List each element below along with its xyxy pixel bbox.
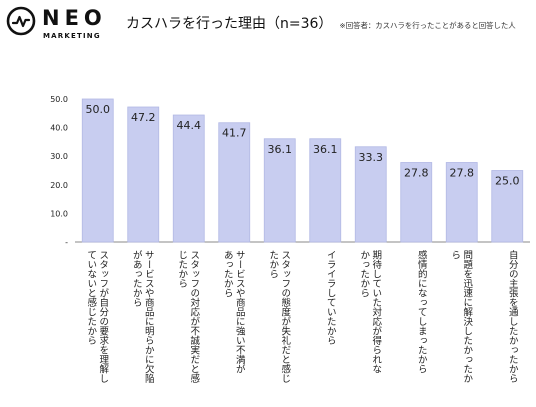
data-label: 50.0 bbox=[86, 103, 111, 116]
category-label: スタッフの対応が不誠実だと感 bbox=[188, 250, 200, 383]
chart-header: カスハラを行った理由（n=36） ※回答者：カスハラを行ったことがあると回答した… bbox=[126, 13, 516, 33]
category-label: イライラしていたから bbox=[325, 250, 337, 345]
bar bbox=[491, 170, 524, 243]
category-label: じたから bbox=[176, 250, 188, 288]
data-label: 47.2 bbox=[131, 111, 156, 124]
y-tick-label: 50.0 bbox=[50, 95, 68, 104]
y-tick-label: 20.0 bbox=[50, 181, 68, 190]
neo-marketing-logo: NEO MARKETING bbox=[6, 6, 116, 46]
data-label: 44.4 bbox=[177, 119, 202, 132]
y-tick-label: 40.0 bbox=[50, 124, 68, 133]
bar bbox=[81, 98, 114, 243]
data-label: 25.0 bbox=[495, 175, 520, 188]
category-label: 問題を迅速に解決したかったか bbox=[461, 250, 473, 383]
category-label: スタッフが自分の要求を理解し bbox=[97, 250, 109, 383]
respondent-note: ※回答者：カスハラを行ったことがあると回答した人 bbox=[339, 21, 516, 30]
category-label: ていないと感じたから bbox=[85, 250, 97, 345]
chart-title: カスハラを行った理由（n=36） bbox=[126, 16, 333, 32]
bar bbox=[309, 138, 342, 243]
data-label: 41.7 bbox=[222, 127, 247, 140]
category-label: かったから bbox=[358, 250, 370, 298]
category-label: 期待していた対応が得られな bbox=[370, 250, 382, 374]
bar bbox=[172, 114, 205, 243]
category-label: サービスや商品に明らかに欠陥 bbox=[143, 250, 155, 384]
brand-name: NEO bbox=[42, 6, 107, 30]
data-label: 33.3 bbox=[359, 151, 384, 164]
bar bbox=[354, 146, 387, 243]
y-tick-label: 30.0 bbox=[50, 152, 68, 161]
category-label: 感情的になってしまったから bbox=[416, 249, 428, 373]
data-label: 27.8 bbox=[450, 166, 475, 179]
category-label: があったから bbox=[131, 249, 143, 307]
bar bbox=[127, 106, 160, 243]
bar bbox=[218, 122, 251, 243]
brand-subtitle: MARKETING bbox=[43, 32, 101, 40]
data-label: 36.1 bbox=[268, 143, 293, 156]
bar bbox=[400, 162, 433, 243]
data-label: 27.8 bbox=[404, 166, 429, 179]
y-tick-label: 10.0 bbox=[50, 209, 68, 218]
y-tick-label: - bbox=[65, 238, 68, 247]
category-label: スタッフの態度が失礼だと感じ bbox=[279, 250, 291, 383]
category-label: たから bbox=[267, 250, 279, 279]
bar bbox=[445, 162, 478, 243]
data-label: 36.1 bbox=[313, 143, 338, 156]
category-label: 自分の主張を通したかったから bbox=[507, 249, 519, 383]
logo-pulse-icon bbox=[6, 6, 36, 36]
bar bbox=[263, 138, 296, 243]
category-label: ら bbox=[449, 250, 460, 260]
category-label: あったから bbox=[222, 250, 234, 298]
category-label: サービスや商品に強い不満が bbox=[234, 250, 246, 374]
